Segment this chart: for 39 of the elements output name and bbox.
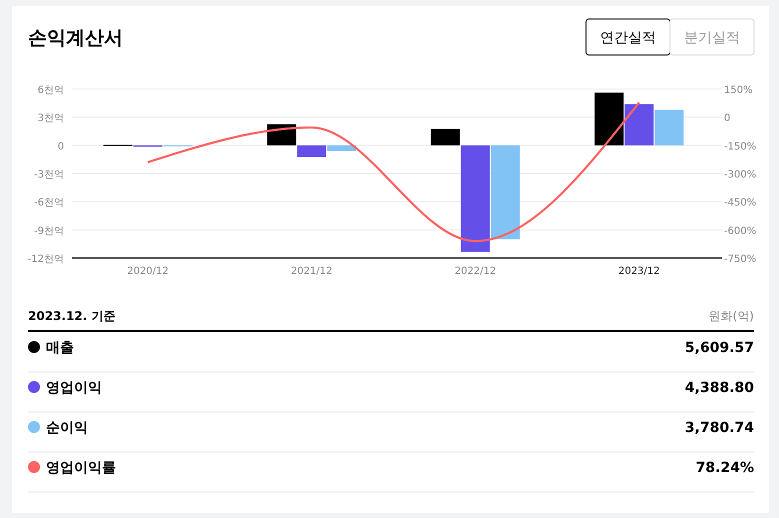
legend-label: 매출 bbox=[46, 340, 74, 356]
y2-tick-label: -450% bbox=[724, 198, 756, 209]
y-tick-label: 0 bbox=[58, 141, 64, 152]
y2-tick-label: 150% bbox=[724, 85, 753, 96]
legend-label: 순이익 bbox=[46, 420, 88, 436]
y-tick-label: 3천억 bbox=[38, 113, 64, 124]
bar bbox=[624, 104, 654, 146]
legend-label: 영업이익률 bbox=[46, 460, 116, 476]
y2-tick-label: 0 bbox=[724, 113, 730, 124]
bar bbox=[430, 128, 460, 146]
text: 3,780.74 bbox=[684, 420, 754, 436]
y-tick-label: -9천억 bbox=[34, 226, 64, 237]
x-tick-label: 2020/12 bbox=[127, 266, 169, 277]
text: 4,388.80 bbox=[684, 380, 754, 396]
text: 2023.12. 기준 bbox=[28, 309, 116, 323]
bar bbox=[490, 145, 520, 240]
y2-tick-label: -150% bbox=[724, 141, 756, 152]
text: 원화(억) bbox=[708, 309, 754, 323]
bar bbox=[327, 145, 356, 151]
y-tick-label: -12천억 bbox=[28, 254, 64, 265]
x-tick-label: 2021/12 bbox=[290, 266, 332, 277]
x-tick-label: 2022/12 bbox=[454, 266, 496, 277]
bar bbox=[460, 145, 490, 252]
x-tick-label: 2023/12 bbox=[618, 266, 660, 277]
legend-label: 영업이익 bbox=[46, 380, 102, 396]
text: 5,609.57 bbox=[684, 340, 754, 356]
y-tick-label: -6천억 bbox=[34, 198, 64, 209]
text: 78.24% bbox=[696, 460, 754, 476]
chart-title: 손익계산서 bbox=[28, 27, 123, 49]
bar bbox=[594, 92, 624, 146]
bar bbox=[297, 145, 326, 158]
text: 연간실적 bbox=[600, 30, 656, 46]
bar bbox=[654, 110, 684, 146]
y-tick-label: -3천억 bbox=[34, 170, 64, 180]
text: 분기실적 bbox=[684, 30, 740, 46]
y2-tick-label: -750% bbox=[724, 254, 756, 265]
y2-tick-label: -300% bbox=[724, 170, 756, 180]
y2-tick-label: -600% bbox=[724, 226, 756, 237]
y-tick-label: 6천억 bbox=[38, 85, 64, 96]
